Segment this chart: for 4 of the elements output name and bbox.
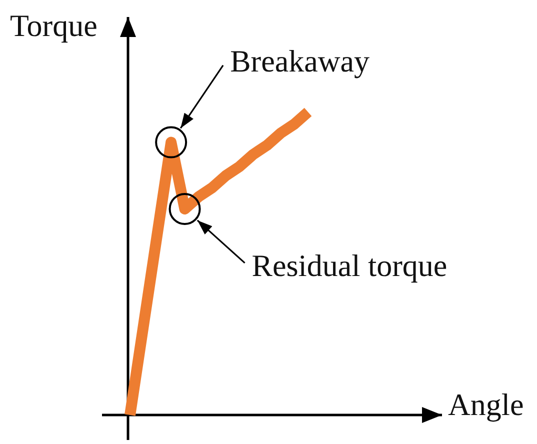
- y-axis-title: Torque: [10, 8, 98, 43]
- annotation: Residual torque: [252, 248, 448, 283]
- x-axis-title: Angle: [448, 387, 524, 422]
- text: Breakaway: [230, 43, 370, 78]
